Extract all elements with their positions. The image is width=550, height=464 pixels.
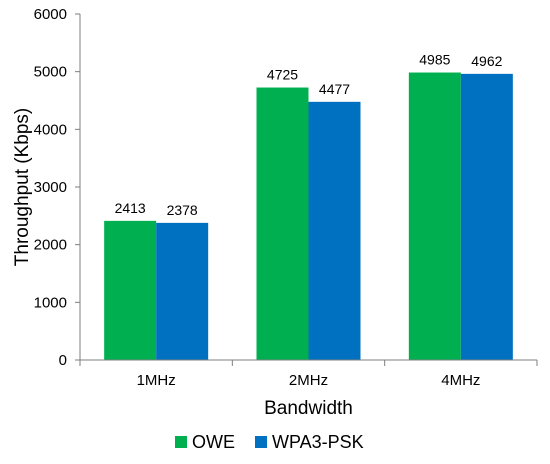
- y-tick-label: 2000: [34, 237, 67, 254]
- data-label: 4962: [471, 53, 502, 69]
- data-label: 4477: [319, 81, 350, 97]
- legend: OWE WPA3-PSK: [175, 432, 364, 452]
- y-ticks: 0 1000 2000 3000 4000 5000 6000: [34, 6, 80, 369]
- bar-owe-4mhz: [408, 72, 461, 360]
- data-label: 4725: [267, 67, 298, 83]
- y-tick-label: 5000: [34, 64, 67, 81]
- x-tick-label: 2MHz: [289, 372, 328, 389]
- legend-swatch: [175, 436, 187, 448]
- bar-wpa3-psk-1mhz: [156, 222, 209, 360]
- bars-layer: [104, 72, 513, 361]
- y-tick-label: 1000: [34, 294, 67, 311]
- x-ticks: 1MHz 2MHz 4MHz: [79, 360, 538, 389]
- x-tick-label: 4MHz: [441, 372, 480, 389]
- legend-label: OWE: [192, 432, 235, 452]
- y-axis-title: Throughput (Kbps): [12, 108, 33, 266]
- data-label: 4985: [419, 52, 450, 68]
- y-tick-label: 3000: [34, 179, 67, 196]
- data-label: 2413: [115, 200, 146, 216]
- y-tick-label: 6000: [34, 6, 67, 23]
- data-label: 2378: [167, 202, 198, 218]
- y-tick-label: 0: [59, 352, 67, 369]
- bar-owe-2mhz: [256, 87, 309, 361]
- data-labels: 2413 2378 4725 4477 4985 4962: [115, 52, 503, 218]
- legend-label: WPA3-PSK: [272, 432, 364, 452]
- x-tick-label: 1MHz: [137, 372, 176, 389]
- bar-owe-1mhz: [104, 220, 157, 360]
- x-axis-title: Bandwidth: [264, 398, 353, 419]
- y-tick-label: 4000: [34, 121, 67, 138]
- bar-wpa3-psk-4mhz: [460, 73, 513, 360]
- bar-wpa3-psk-2mhz: [308, 101, 361, 361]
- legend-swatch: [255, 436, 267, 448]
